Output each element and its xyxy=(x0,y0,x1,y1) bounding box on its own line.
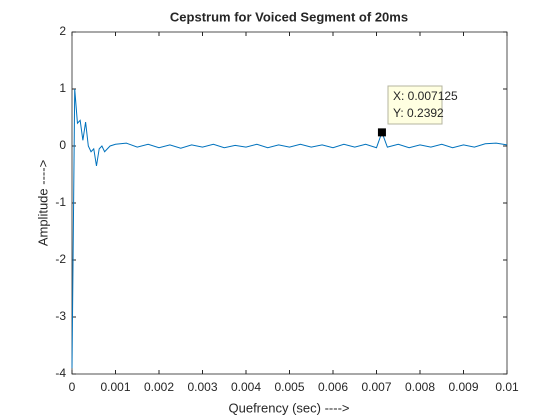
x-tick-label: 0.002 xyxy=(144,380,174,394)
y-tick-label: 0 xyxy=(59,138,66,152)
x-tick-label: 0.01 xyxy=(495,380,519,394)
x-tick-label: 0.004 xyxy=(231,380,261,394)
datatip-text: Y: 0.2392 xyxy=(393,106,444,120)
x-tick-label: 0.009 xyxy=(448,380,478,394)
x-tick-label: 0.003 xyxy=(187,380,217,394)
y-tick-label: -4 xyxy=(55,366,66,380)
x-tick-label: 0 xyxy=(69,380,76,394)
y-tick-label: 1 xyxy=(59,81,66,95)
datatip-text: X: 0.007125 xyxy=(393,89,458,103)
plot-area xyxy=(71,31,508,375)
datatip-marker xyxy=(377,128,386,137)
y-tick-label: -1 xyxy=(55,195,66,209)
datatip-box xyxy=(387,85,443,125)
x-tick-label: 0.001 xyxy=(100,380,130,394)
x-axis-label: Quefrency (sec) ----> xyxy=(229,400,350,415)
y-axis-label: Amplitude ----> xyxy=(35,160,50,246)
x-tick-label: 0.005 xyxy=(274,380,304,394)
chart-title: Cepstrum for Voiced Segment of 20ms xyxy=(170,9,408,24)
y-tick-label: -2 xyxy=(55,252,66,266)
y-tick-label: -3 xyxy=(55,309,66,323)
y-tick-label: 2 xyxy=(59,24,66,38)
x-tick-label: 0.007 xyxy=(361,380,391,394)
x-tick-label: 0.006 xyxy=(318,380,348,394)
data-line xyxy=(71,88,508,369)
x-tick-label: 0.008 xyxy=(405,380,435,394)
